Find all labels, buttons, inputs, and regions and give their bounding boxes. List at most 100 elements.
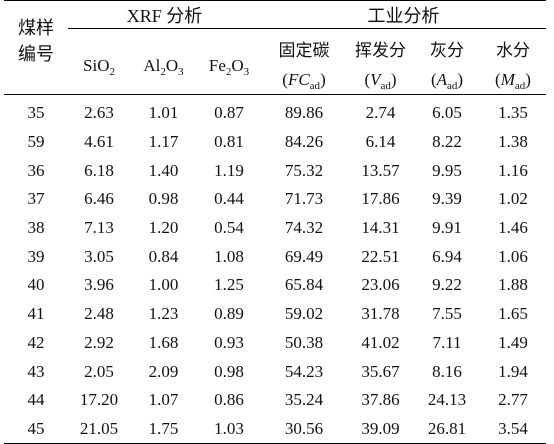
cell-al2o3: 1.20: [148, 218, 179, 238]
header-fe2o3-b-sub: 3: [243, 65, 250, 78]
cell-fixed-carbon: 75.32: [284, 160, 324, 180]
cell-ash: 9.95: [432, 160, 462, 180]
header-ash-sub: ad: [447, 79, 458, 92]
cell-sample-id: 40: [27, 275, 45, 295]
table-row: 41 2.48 1.23 0.89 59.02 31.78 7.55 1.65: [4, 300, 546, 329]
cell-sample-id: 59: [27, 132, 45, 152]
header-al2o3-a-sub: 2: [160, 65, 166, 78]
cell-volatile: 31.78: [361, 304, 400, 324]
cell-sio2: 2.63: [84, 103, 114, 123]
cell-volatile: 17.86: [361, 189, 400, 209]
header-fixed-carbon-symbol: (FCad): [282, 69, 326, 92]
cell-fe2o3: 0.44: [214, 189, 244, 209]
header-fixed-carbon-sub: ad: [309, 79, 321, 92]
cell-fe2o3: 0.86: [214, 390, 244, 410]
table-row: 36 6.18 1.40 1.19 75.32 13.57 9.95 1.16: [4, 156, 546, 185]
cell-sample-id: 42: [27, 332, 45, 352]
header-volatile-symbol: (Vad): [364, 69, 397, 92]
cell-sample-id: 39: [27, 246, 45, 266]
cell-moisture: 1.46: [498, 218, 528, 238]
header-fe2o3: Fe2O3: [197, 29, 261, 95]
table-row: 37 6.46 0.98 0.44 71.73 17.86 9.39 1.02: [4, 185, 546, 214]
cell-fe2o3: 0.89: [214, 304, 244, 324]
cell-volatile: 39.09: [361, 418, 400, 438]
table-row: 35 2.63 1.01 0.87 89.86 2.74 6.05 1.35: [4, 95, 546, 128]
header-sio2-base: SiO: [83, 55, 110, 75]
cell-fixed-carbon: 65.84: [284, 275, 324, 295]
cell-ash: 24.13: [427, 390, 467, 410]
header-fe2o3-a: Fe: [208, 55, 226, 75]
cell-fixed-carbon: 30.56: [284, 418, 324, 438]
cell-sio2: 2.05: [84, 361, 114, 381]
cell-fixed-carbon: 59.02: [284, 304, 324, 324]
cell-moisture: 1.38: [498, 132, 528, 152]
header-al2o3-b: O: [165, 55, 179, 75]
cell-sio2: 4.61: [84, 132, 114, 152]
header-coal-sample-line1: 煤样: [18, 18, 54, 38]
table-row: 45 21.05 1.75 1.03 30.56 39.09 26.81 3.54: [4, 415, 546, 444]
cell-fixed-carbon: 54.23: [284, 361, 324, 381]
cell-sample-id: 41: [27, 304, 45, 324]
coal-analysis-table-container: 煤样 编号 XRF 分析 工业分析 SiO2 Al2O3 Fe2O3 固定碳 挥…: [4, 0, 546, 444]
cell-fe2o3: 1.25: [214, 275, 244, 295]
header-sio2: SiO2: [68, 29, 130, 95]
header-coal-sample-id: 煤样 编号: [4, 1, 68, 68]
header-ash-symbol: (Aad): [430, 69, 464, 92]
table-row: 43 2.05 2.09 0.98 54.23 35.67 8.16 1.94: [4, 357, 546, 386]
cell-moisture: 1.88: [498, 275, 528, 295]
table-header: 煤样 编号 XRF 分析 工业分析 SiO2 Al2O3 Fe2O3 固定碳 挥…: [4, 0, 546, 95]
cell-moisture: 1.49: [498, 332, 528, 352]
cell-moisture: 1.35: [498, 103, 528, 123]
cell-al2o3: 1.00: [148, 275, 179, 295]
header-al2o3: Al2O3: [130, 29, 197, 95]
cell-ash: 9.39: [432, 189, 462, 209]
table-row: 59 4.61 1.17 0.81 84.26 6.14 8.22 1.38: [4, 128, 546, 157]
cell-fe2o3: 1.19: [214, 160, 244, 180]
cell-al2o3: 0.98: [148, 189, 179, 209]
cell-sio2: 6.18: [84, 160, 114, 180]
header-xrf-group: XRF 分析: [68, 0, 261, 29]
cell-moisture: 1.16: [498, 160, 528, 180]
cell-moisture: 1.65: [498, 304, 528, 324]
cell-fixed-carbon: 71.73: [284, 189, 324, 209]
header-proximate-group: 工业分析: [261, 0, 546, 29]
table-row: 44 17.20 1.07 0.86 35.24 37.86 24.13 2.77: [4, 386, 546, 415]
cell-ash: 6.05: [432, 103, 462, 123]
header-fixed-carbon-sym: FC: [287, 69, 310, 89]
header-fe2o3-a-sub: 2: [225, 65, 232, 78]
cell-sample-id: 36: [27, 160, 45, 180]
cell-moisture: 1.06: [498, 246, 528, 266]
coal-analysis-table: 煤样 编号 XRF 分析 工业分析 SiO2 Al2O3 Fe2O3 固定碳 挥…: [4, 0, 546, 444]
cell-volatile: 6.14: [365, 132, 396, 152]
cell-sample-id: 38: [27, 218, 45, 238]
table-row: 42 2.92 1.68 0.93 50.38 41.02 7.11 1.49: [4, 329, 546, 358]
cell-volatile: 22.51: [361, 246, 400, 266]
cell-al2o3: 1.75: [148, 418, 179, 438]
table-row: 39 3.05 0.84 1.08 69.49 22.51 6.94 1.06: [4, 242, 546, 271]
header-moisture-sub: ad: [514, 79, 526, 92]
cell-sio2: 2.48: [84, 304, 114, 324]
cell-sio2: 3.05: [84, 246, 114, 266]
header-moisture-name: 水分: [496, 40, 530, 60]
header-fixed-carbon-name: 固定碳: [278, 40, 330, 60]
cell-sample-id: 44: [27, 390, 45, 410]
cell-fixed-carbon: 50.38: [284, 332, 324, 352]
cell-ash: 9.91: [432, 218, 462, 238]
cell-fixed-carbon: 35.24: [284, 390, 324, 410]
cell-sample-id: 43: [27, 361, 45, 381]
table-row: 38 7.13 1.20 0.54 74.32 14.31 9.91 1.46: [4, 214, 546, 243]
header-volatile-sym: V: [370, 69, 381, 89]
header-ash-name: 灰分: [430, 40, 464, 60]
cell-sample-id: 45: [27, 418, 45, 438]
cell-fixed-carbon: 69.49: [284, 246, 324, 266]
cell-volatile: 41.02: [361, 332, 400, 352]
cell-sio2: 21.05: [79, 418, 119, 438]
cell-fe2o3: 0.93: [214, 332, 244, 352]
cell-al2o3: 0.84: [148, 246, 179, 266]
cell-ash: 8.16: [432, 361, 462, 381]
cell-moisture: 2.77: [498, 390, 528, 410]
cell-volatile: 14.31: [361, 218, 400, 238]
cell-ash: 6.94: [432, 246, 462, 266]
cell-fe2o3: 0.87: [214, 103, 244, 123]
cell-fixed-carbon: 89.86: [284, 103, 324, 123]
